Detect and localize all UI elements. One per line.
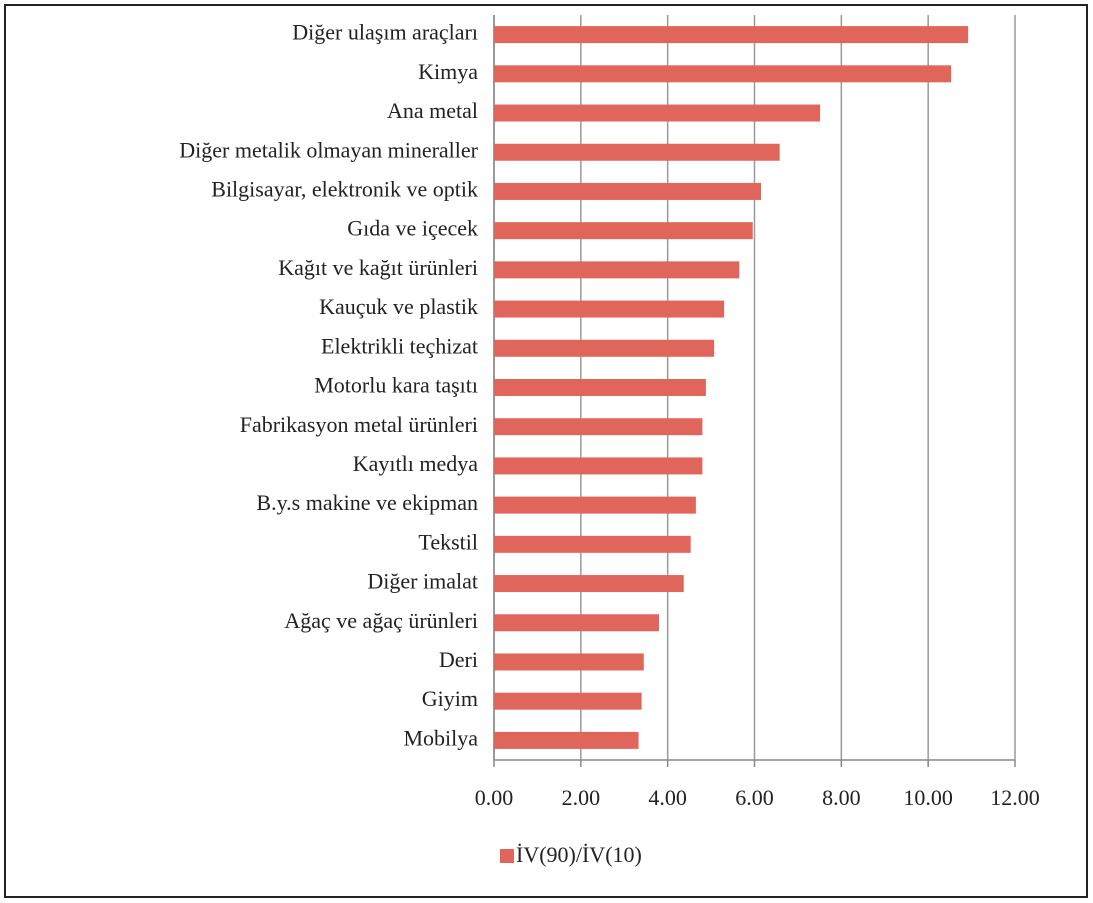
bar: [494, 731, 639, 749]
bar: [494, 614, 659, 632]
y-tick-label: Deri: [439, 647, 478, 672]
bar: [494, 496, 696, 514]
y-tick-label: Bilgisayar, elektronik ve optik: [211, 176, 478, 201]
y-tick-label: Ana metal: [387, 98, 478, 123]
x-tick-label: 4.00: [648, 785, 687, 810]
y-tick-label: B.y.s makine ve ekipman: [256, 490, 478, 515]
x-tick-label: 8.00: [822, 785, 861, 810]
bar: [494, 261, 740, 279]
bar: [494, 222, 753, 240]
bar: [494, 653, 644, 671]
bar: [494, 182, 762, 200]
x-tick-label: 0.00: [475, 785, 514, 810]
bar: [494, 65, 952, 83]
y-tick-label: Motorlu kara taşıtı: [314, 373, 478, 398]
y-tick-label: Diğer metalik olmayan mineraller: [179, 137, 478, 162]
bar: [494, 692, 642, 710]
bar: [494, 379, 706, 396]
y-tick-label: Kağıt ve kağıt ürünleri: [278, 255, 478, 280]
legend-swatch: [500, 849, 514, 863]
y-tick-label: Kayıtlı medya: [353, 451, 478, 476]
y-tick-label: Elektrikli teçhizat: [321, 333, 478, 358]
x-tick-label: 10.00: [903, 785, 953, 810]
y-tick-label: Kauçuk ve plastik: [319, 294, 478, 319]
y-tick-label: Kimya: [418, 59, 478, 84]
bar: [494, 535, 691, 553]
bar: [494, 104, 821, 122]
chart-frame: [4, 4, 1088, 898]
bar: [494, 300, 725, 318]
x-tick-label: 2.00: [562, 785, 601, 810]
bar: [494, 575, 684, 593]
x-tick-label: 12.00: [990, 785, 1040, 810]
bar: [494, 457, 703, 475]
y-tick-label: Tekstil: [418, 529, 478, 554]
bar: [494, 143, 780, 161]
bar: [494, 26, 969, 44]
y-tick-label: Mobilya: [403, 725, 478, 750]
y-tick-label: Diğer imalat: [367, 569, 478, 594]
legend-label: İV(90)/İV(10): [516, 842, 642, 867]
y-tick-label: Gıda ve içecek: [347, 216, 478, 241]
y-tick-label: Diğer ulaşım araçları: [292, 20, 478, 45]
bar: [494, 418, 703, 436]
y-tick-label: Ağaç ve ağaç ürünleri: [284, 608, 478, 633]
bar: [494, 339, 715, 357]
x-tick-label: 6.00: [735, 785, 774, 810]
y-tick-label: Giyim: [422, 686, 478, 711]
y-tick-label: Fabrikasyon metal ürünleri: [240, 412, 478, 437]
